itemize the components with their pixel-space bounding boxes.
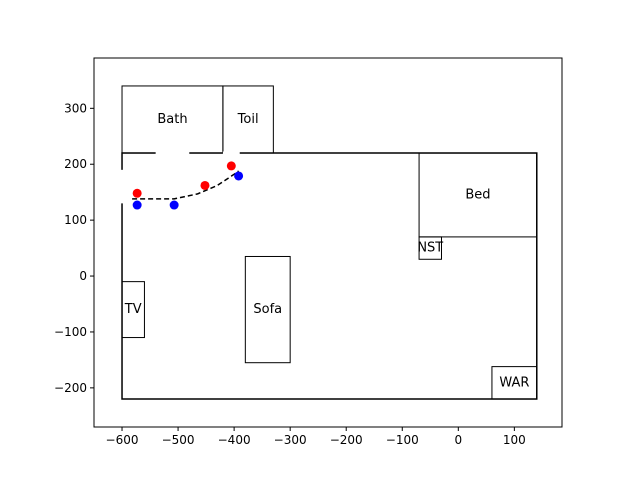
x-tick-label: 0 <box>454 433 462 447</box>
floor-wall <box>121 152 538 400</box>
blue-point <box>132 200 142 210</box>
y-tick-label: 100 <box>64 213 87 227</box>
red-point <box>226 161 236 171</box>
floor-outline <box>120 151 538 400</box>
points-layer <box>132 161 244 210</box>
x-tick-label: −400 <box>218 433 251 447</box>
furniture-label-tv: TV <box>124 302 142 317</box>
furniture-label-sofa: Sofa <box>253 302 282 317</box>
trajectory-path <box>132 170 240 200</box>
axes-frame <box>93 57 563 428</box>
furniture-layer: Bath Toil Bed NST Sofa TV WAR <box>121 85 538 400</box>
x-tick-label: −100 <box>386 433 419 447</box>
furniture-sofa <box>244 255 291 364</box>
x-tick-label: −300 <box>274 433 307 447</box>
y-tick-label: −100 <box>54 325 87 339</box>
x-tick-label: −500 <box>162 433 195 447</box>
y-tick-label: 300 <box>64 101 87 115</box>
furniture-label-nst: NST <box>417 241 443 256</box>
x-tick-label: 100 <box>503 433 526 447</box>
red-point <box>132 188 142 198</box>
red-point <box>200 180 210 190</box>
y-tick-label: 0 <box>79 269 87 283</box>
x-axis-ticks: −600 −500 −400 −300 −200 −100 0 100 <box>106 427 526 447</box>
blue-point <box>234 171 244 181</box>
x-tick-label: −200 <box>330 433 363 447</box>
x-tick-label: −600 <box>106 433 139 447</box>
furniture-label-bed: Bed <box>465 187 490 202</box>
y-tick-label: −200 <box>54 381 87 395</box>
y-tick-label: 200 <box>64 157 87 171</box>
blue-point <box>169 200 179 210</box>
trajectory-line <box>132 170 240 200</box>
furniture-label-toil: Toil <box>237 112 259 127</box>
furniture-label-bath: Bath <box>157 112 187 127</box>
furniture-label-war: WAR <box>499 375 529 390</box>
y-axis-ticks: −200 −100 0 100 200 300 <box>54 101 94 395</box>
furniture-nst <box>418 236 442 260</box>
